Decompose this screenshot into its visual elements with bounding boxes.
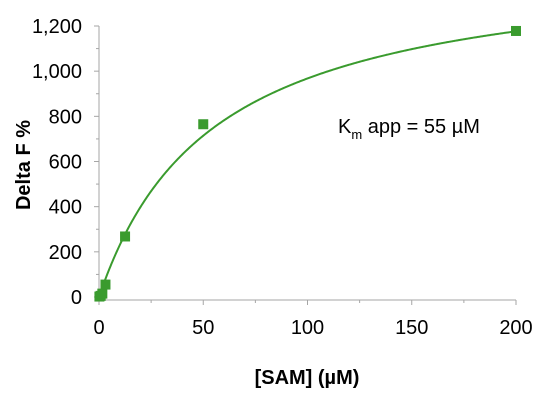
data-point — [511, 25, 521, 36]
km-annotation: Km app = 55 µM — [338, 116, 480, 142]
x-tick-label: 100 — [291, 317, 324, 339]
y-tick-label: 1,200 — [32, 16, 82, 38]
data-point — [198, 119, 209, 130]
y-tick-label: 600 — [49, 152, 82, 174]
x-tick-label: 150 — [395, 317, 428, 339]
y-tick-label: 400 — [49, 197, 82, 219]
y-tick-label: 800 — [49, 106, 82, 128]
km-annotation-subscript: m — [351, 127, 362, 142]
x-tick-label: 50 — [192, 317, 214, 339]
x-tick-label: 200 — [499, 317, 532, 339]
x-axis: 0 50 100 150 200 — [93, 299, 533, 339]
data-point — [120, 231, 131, 242]
km-annotation-symbol: K — [338, 116, 352, 138]
y-axis-title: Delta F % — [13, 120, 35, 210]
data-point — [100, 279, 111, 290]
y-tick-label: 0 — [71, 287, 82, 309]
y-tick-label: 200 — [49, 242, 82, 264]
fit-curve — [98, 30, 517, 298]
y-axis: 0 200 400 600 800 1,000 1,200 — [32, 16, 100, 309]
fit-curve-layer — [98, 30, 517, 298]
x-axis-title: [SAM] (µM) — [255, 367, 360, 389]
data-point — [97, 288, 108, 299]
data-points — [94, 25, 521, 302]
x-tick-label: 0 — [93, 317, 104, 339]
km-annotation-text: app = 55 µM — [362, 116, 480, 138]
y-tick-label: 1,000 — [32, 61, 82, 83]
